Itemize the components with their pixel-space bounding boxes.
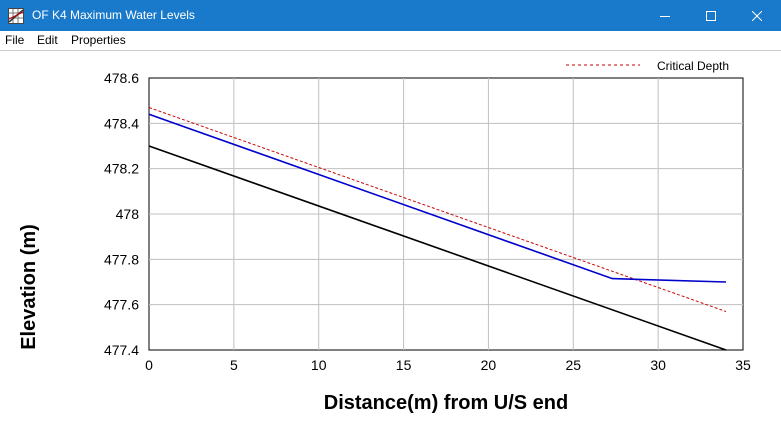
minimize-button[interactable] [642,0,688,31]
menu-properties[interactable]: Properties [71,33,126,47]
y-tick-label: 478 [116,206,140,222]
legend: Critical Depth [566,59,729,73]
water-level-line [148,113,727,283]
window-title: OF K4 Maximum Water Levels [32,8,195,22]
x-axis-label: Distance(m) from U/S end [324,392,568,414]
y-tick-label: 478.6 [104,70,139,86]
close-button[interactable] [734,0,780,31]
plot-area: 0 5 10 15 20 25 30 35 478.6 478.4 478.2 478 477.8 47… [0,51,781,422]
grid-chart-icon[interactable] [8,8,24,24]
menu-file[interactable]: File [5,33,25,47]
y-tick-label: 478.4 [104,115,139,131]
maximize-button[interactable] [688,0,734,31]
horizontal-gridlines [149,122,743,306]
minimize-icon [660,15,670,17]
maximize-icon [706,10,716,21]
series-lines [148,107,727,351]
title-bar: OF K4 Maximum Water Levels [0,0,781,31]
x-tick-label: 5 [230,357,238,373]
bed-level-line [148,145,727,351]
y-tick-label: 477.4 [104,342,139,358]
x-tick-label: 10 [311,357,327,373]
menu-edit[interactable]: Edit [37,33,58,47]
critical-depth-line [148,107,727,312]
x-tick-label: 35 [735,357,751,373]
x-tick-labels: 0 5 10 15 20 25 30 35 [145,357,751,373]
elevation-chart: 0 5 10 15 20 25 30 35 478.6478.4478.2478477.847… [18,59,751,414]
x-tick-label: 30 [650,357,666,373]
y-axis-label: Elevation (m) [18,224,40,350]
y-tick-labels: 478.6 478.4 478.2 478 477.8 477.6 477.4 [104,70,139,358]
x-tick-label: 15 [396,357,412,373]
close-icon [752,10,762,21]
y-tick-label: 478.2 [104,161,139,177]
y-tick-label: 477.6 [104,297,139,313]
legend-critical-depth-label: Critical Depth [657,59,729,73]
y-tick-label: 477.8 [104,251,139,267]
x-tick-label: 25 [565,357,581,373]
menu-bar: File Edit Properties [0,31,781,51]
x-tick-label: 0 [145,357,153,373]
x-tick-label: 20 [481,357,497,373]
